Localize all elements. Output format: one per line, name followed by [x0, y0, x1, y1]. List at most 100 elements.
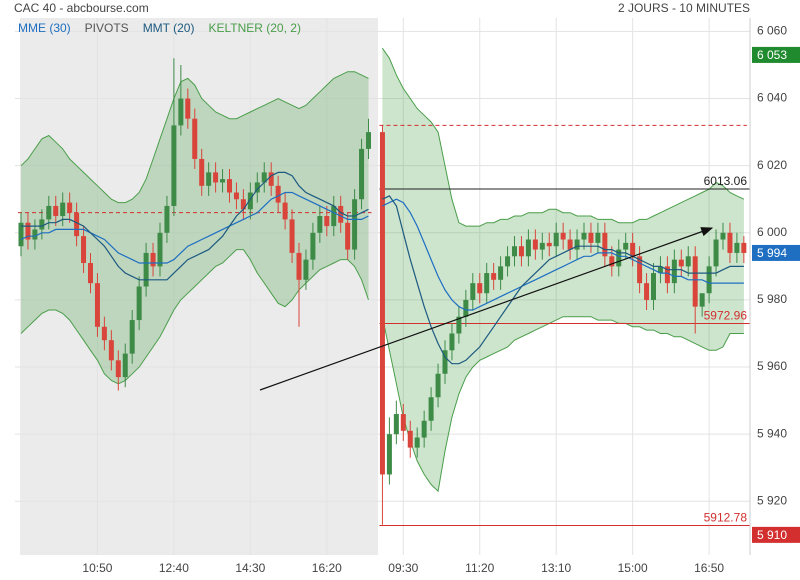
y-tick-label: 6 040 — [757, 91, 787, 105]
candle-body — [94, 283, 100, 327]
candle-body — [240, 199, 246, 210]
candle-body — [227, 179, 232, 193]
keltner-upper — [20, 71, 369, 204]
candle-body — [39, 219, 45, 230]
legend-label: MMT (20) — [143, 21, 195, 35]
candle-body — [734, 242, 740, 253]
axis: 5 920 5 940 5 960 5 980 6 000 6 020 6 040 6 060… — [18, 18, 800, 575]
price-tag-label: 5 910 — [757, 528, 787, 542]
candle-body — [657, 266, 663, 274]
keltner-lower — [381, 316, 744, 493]
candle-body — [60, 202, 66, 217]
x-tick-label: 13:10 — [541, 561, 571, 575]
candle-body — [303, 259, 309, 280]
candle-body — [630, 242, 636, 257]
price-tag-label: 6 053 — [757, 48, 787, 62]
candle-body — [296, 252, 302, 280]
y-tick-label: 5 960 — [757, 359, 787, 373]
candle-body — [366, 132, 371, 149]
x-tick-label: 15:00 — [618, 561, 648, 575]
candle-body — [324, 216, 330, 227]
candle-body — [741, 242, 747, 253]
legend-label: MME (30) — [18, 21, 71, 35]
price-tag-label: 5 994 — [757, 246, 787, 260]
legend-label: KELTNER (20, 2) — [208, 21, 300, 35]
price-tag — [752, 46, 800, 63]
candle-body — [484, 273, 490, 294]
candle-body — [442, 350, 448, 374]
candle-body — [247, 192, 253, 210]
candle-body — [352, 199, 358, 250]
candle-body — [289, 219, 295, 253]
candle-body — [345, 222, 351, 250]
candle-body — [32, 229, 38, 240]
price-tag — [752, 526, 800, 543]
candle-body — [18, 222, 24, 247]
candle-body — [108, 340, 114, 361]
candle-body — [553, 232, 559, 247]
candle-body — [81, 236, 87, 264]
candle-body — [268, 172, 274, 186]
candle-body — [192, 118, 198, 159]
candle-body — [261, 172, 267, 183]
candle-body — [407, 430, 413, 448]
candle-body — [421, 420, 427, 438]
candle-body — [651, 273, 656, 300]
keltner-upper — [381, 47, 745, 227]
candle-body — [414, 437, 420, 448]
candle-body — [664, 266, 670, 284]
candle-body — [692, 256, 698, 307]
candle-body — [199, 158, 205, 186]
candle-body — [560, 232, 566, 240]
candle-body — [456, 316, 462, 334]
candle-body — [164, 205, 170, 233]
y-tick-label: 6 000 — [757, 225, 787, 239]
x-tick-label: 16:50 — [694, 561, 724, 575]
moving-average — [382, 195, 744, 365]
candle-body — [53, 205, 59, 217]
candle-body — [46, 205, 52, 220]
candle-body — [122, 353, 128, 378]
candle-body — [671, 259, 677, 284]
candle-body — [470, 283, 476, 300]
x-tick-label: 09:30 — [388, 561, 418, 575]
candle-body — [609, 256, 615, 267]
candle-body — [706, 266, 712, 294]
price-line-label: 6013.06 — [704, 174, 748, 188]
candle-body — [101, 326, 107, 341]
x-tick-label: 10:50 — [82, 561, 112, 575]
grid — [15, 18, 750, 555]
candle-body — [136, 286, 142, 321]
candle-body — [637, 256, 643, 284]
candle-body — [338, 205, 344, 223]
legend-label: PIVOTS — [85, 21, 129, 35]
candle-body — [435, 373, 441, 398]
y-tick-label: 5 940 — [757, 426, 787, 440]
candle-body — [727, 232, 733, 253]
price-line-label: 5912.78 — [704, 511, 748, 525]
candle-body — [512, 246, 517, 257]
keltner-lower — [20, 249, 369, 385]
candle-body — [393, 414, 399, 435]
y-tick-label: 5 980 — [757, 292, 787, 306]
x-tick-label: 12:40 — [159, 561, 189, 575]
keltner-band — [21, 71, 369, 384]
candle-body — [713, 239, 719, 267]
moving-average — [21, 171, 369, 281]
candle-body — [400, 414, 406, 431]
candle-body — [74, 212, 80, 237]
chart-subtitle: 2 JOURS - 10 MINUTES — [618, 1, 750, 15]
candle-body — [532, 239, 538, 250]
candle-body — [602, 232, 608, 257]
candle-body — [233, 192, 239, 200]
price-line-label: 5972.96 — [704, 309, 748, 323]
candle-body — [88, 263, 93, 284]
candle-body — [595, 232, 601, 243]
candle-body — [477, 283, 483, 294]
y-tick-label: 6 020 — [757, 158, 787, 172]
candle-body — [25, 222, 31, 240]
candle-body — [185, 98, 191, 119]
candle-body — [491, 273, 497, 280]
